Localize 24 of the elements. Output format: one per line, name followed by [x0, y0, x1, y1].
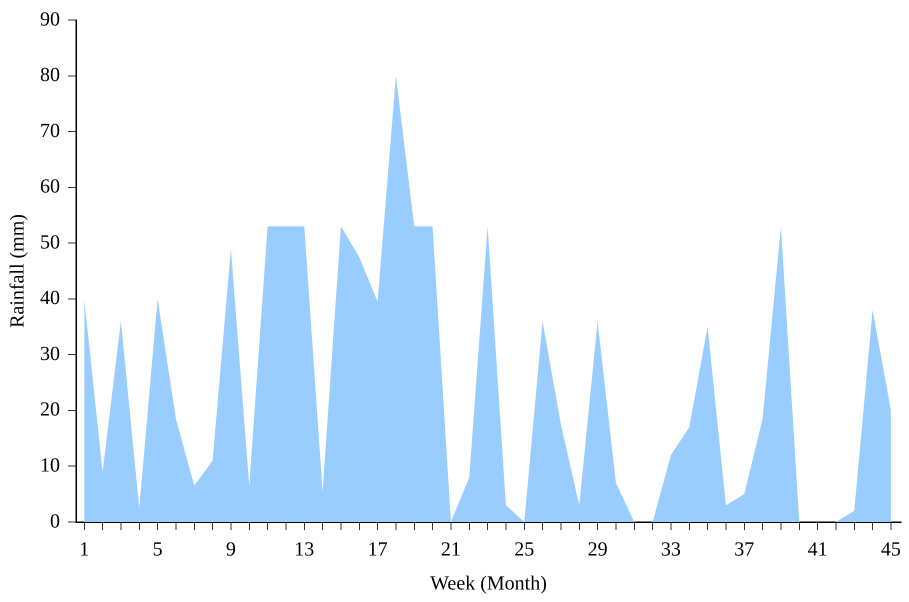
y-tick-label: 70	[40, 120, 60, 142]
x-tick-label: 45	[880, 538, 901, 560]
y-tick-label: 30	[40, 342, 60, 365]
x-tick-label: 13	[294, 538, 314, 560]
x-tick-label: 37	[734, 538, 754, 560]
y-tick-label: 50	[40, 231, 60, 254]
y-axis-title: Rainfall (mm)	[6, 214, 28, 328]
x-tick-label: 41	[808, 538, 828, 560]
y-tick-label: 0	[50, 510, 60, 532]
x-tick-label: 17	[368, 538, 388, 560]
y-tick-label: 10	[40, 454, 60, 476]
x-tick-label: 33	[660, 538, 681, 560]
y-tick-label: 40	[40, 287, 60, 310]
x-tick-label: 29	[588, 538, 608, 560]
x-tick-label: 9	[226, 538, 236, 560]
x-axis-title: Week (Month)	[430, 572, 547, 594]
x-tick-label: 5	[152, 538, 163, 560]
y-tick-label: 20	[40, 398, 60, 421]
x-tick-label: 1	[79, 538, 90, 560]
y-tick-label: 90	[40, 8, 60, 30]
x-tick-label: 25	[514, 538, 534, 560]
x-tick-label: 21	[440, 538, 461, 560]
y-tick-label: 60	[40, 176, 60, 198]
y-tick-label: 80	[40, 64, 60, 86]
